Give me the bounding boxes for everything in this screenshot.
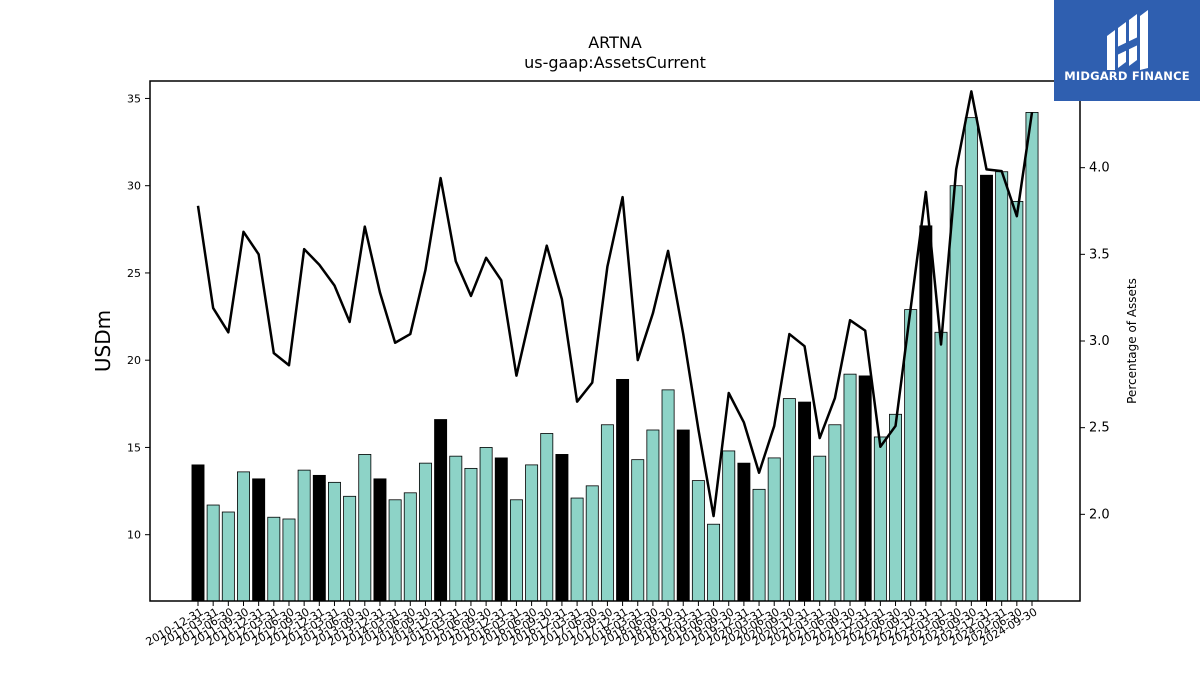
bar-2022-06-30 bbox=[889, 413, 902, 602]
y-tick-label-20: 20 bbox=[127, 354, 141, 367]
bar-2014-06-30 bbox=[403, 492, 417, 602]
bar-2015-03-31 bbox=[449, 455, 463, 602]
y-tick-label-30: 30 bbox=[127, 180, 141, 193]
bar-2021-03-31 bbox=[813, 455, 827, 602]
bars-layer bbox=[191, 112, 1039, 602]
bar-2018-09-30 bbox=[661, 389, 675, 602]
bar-2023-06-30 bbox=[949, 185, 963, 602]
bar-2010-12-31 bbox=[191, 464, 205, 602]
bar-2013-03-31 bbox=[328, 481, 341, 602]
line-series-percentage bbox=[196, 90, 1034, 518]
bar-2015-06-30 bbox=[464, 467, 478, 602]
chart-title: ARTNA bbox=[588, 33, 642, 52]
bar-2011-12-31 bbox=[252, 478, 266, 602]
y-tick-label-35: 35 bbox=[127, 92, 141, 105]
bar-2017-03-31 bbox=[570, 497, 584, 602]
bar-2011-03-31 bbox=[206, 504, 220, 602]
bar-2012-12-31 bbox=[312, 474, 326, 602]
logo-text: MIDGARD FINANCE bbox=[1064, 69, 1190, 83]
bar-2011-06-30 bbox=[221, 511, 235, 602]
y2-tick-label-4: 4.0 bbox=[1089, 161, 1110, 176]
bar-2020-09-30 bbox=[782, 398, 796, 602]
bar-2020-03-31 bbox=[752, 488, 766, 602]
bar-2014-09-30 bbox=[418, 462, 432, 602]
bar-2016-06-30 bbox=[525, 464, 539, 602]
bar-2011-09-30 bbox=[237, 471, 250, 602]
logo-mark-icon bbox=[1107, 10, 1148, 70]
bar-2024-03-31 bbox=[995, 171, 1009, 602]
bar-2018-06-30 bbox=[646, 429, 660, 602]
axes-layer: 1015202530352.02.53.03.54.02010-12-31201… bbox=[127, 92, 1110, 648]
bar-2012-03-31 bbox=[267, 516, 281, 602]
y2-tick-label-3.5: 3.5 bbox=[1089, 247, 1110, 262]
bar-2013-06-30 bbox=[343, 495, 357, 602]
bar-2024-09-30 bbox=[1025, 112, 1039, 602]
bar-2017-09-30 bbox=[600, 424, 614, 602]
bar-2023-03-31 bbox=[934, 331, 948, 602]
bar-2015-12-31 bbox=[494, 457, 508, 602]
y-tick-label-25: 25 bbox=[127, 267, 141, 280]
bar-2016-09-30 bbox=[540, 433, 554, 602]
bar-2019-09-30 bbox=[722, 450, 736, 602]
bar-2015-09-30 bbox=[479, 447, 493, 602]
bar-2022-12-31 bbox=[919, 225, 933, 602]
bar-2019-06-30 bbox=[707, 523, 721, 602]
bar-2021-06-30 bbox=[828, 424, 842, 602]
y-tick-label-15: 15 bbox=[127, 441, 141, 454]
bar-2016-03-31 bbox=[509, 499, 523, 602]
y2-tick-label-2.5: 2.5 bbox=[1089, 421, 1110, 436]
bar-2012-09-30 bbox=[297, 469, 311, 602]
bar-2023-09-30 bbox=[964, 117, 978, 602]
bar-2013-09-30 bbox=[358, 454, 372, 602]
bar-2012-06-30 bbox=[282, 518, 296, 602]
y2-tick-label-2: 2.0 bbox=[1089, 507, 1110, 522]
bar-2022-03-31 bbox=[873, 436, 887, 602]
bar-2020-12-31 bbox=[798, 401, 812, 602]
bar-2018-03-31 bbox=[631, 459, 645, 602]
bar-2021-12-31 bbox=[858, 375, 872, 602]
bar-2021-09-30 bbox=[843, 373, 857, 602]
bar-2014-03-31 bbox=[388, 499, 402, 602]
bar-2024-06-30 bbox=[1010, 200, 1024, 602]
y-tick-label-10: 10 bbox=[127, 529, 141, 542]
bar-2019-03-31 bbox=[691, 480, 705, 602]
bar-2017-06-30 bbox=[585, 485, 599, 602]
bar-2022-09-30 bbox=[904, 309, 918, 602]
chart-subtitle: us-gaap:AssetsCurrent bbox=[524, 53, 706, 72]
bar-2020-06-30 bbox=[767, 457, 781, 602]
bar-2017-12-31 bbox=[616, 378, 630, 602]
bar-2016-12-31 bbox=[555, 454, 569, 602]
y2-axis-label: Percentage of Assets bbox=[1125, 278, 1139, 404]
bar-2023-12-31 bbox=[980, 174, 993, 602]
bar-2013-12-31 bbox=[373, 478, 387, 602]
bar-2014-12-31 bbox=[434, 419, 448, 602]
bar-2019-12-31 bbox=[737, 462, 751, 602]
brand-logo: MIDGARD FINANCE bbox=[1054, 0, 1200, 101]
y-axis-label: USDm bbox=[91, 310, 115, 372]
line-layer bbox=[196, 90, 1034, 518]
y2-tick-label-3: 3.0 bbox=[1089, 334, 1110, 349]
bar-2018-12-31 bbox=[676, 429, 690, 602]
